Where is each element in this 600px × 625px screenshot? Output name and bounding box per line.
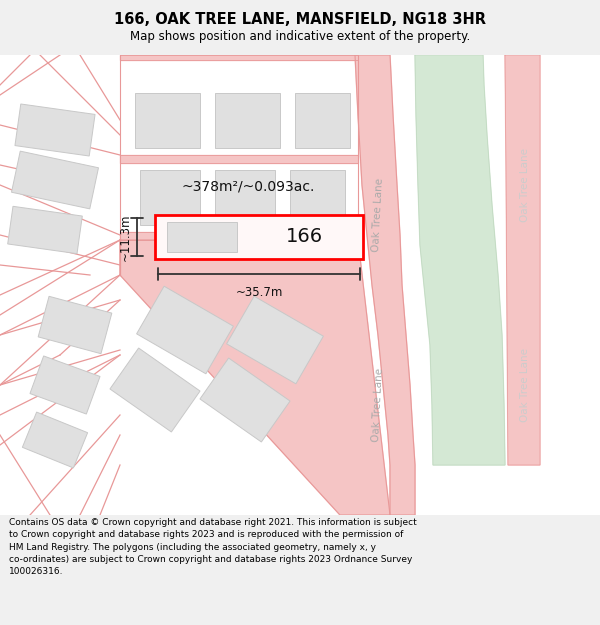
Bar — [167, 222, 237, 252]
Bar — [295, 93, 350, 148]
Text: Map shows position and indicative extent of the property.: Map shows position and indicative extent… — [130, 30, 470, 43]
Polygon shape — [120, 155, 358, 163]
Polygon shape — [120, 232, 358, 240]
Text: Oak Tree Lane: Oak Tree Lane — [520, 148, 530, 222]
Bar — [290, 170, 345, 225]
Bar — [215, 93, 280, 148]
Text: 166: 166 — [286, 228, 323, 246]
Polygon shape — [38, 296, 112, 354]
Text: ~378m²/~0.093ac.: ~378m²/~0.093ac. — [182, 180, 315, 194]
Text: Oak Tree Lane: Oak Tree Lane — [371, 177, 385, 252]
Polygon shape — [120, 240, 390, 515]
Text: Contains OS data © Crown copyright and database right 2021. This information is : Contains OS data © Crown copyright and d… — [9, 518, 417, 576]
Polygon shape — [355, 55, 415, 515]
Polygon shape — [137, 286, 233, 374]
Polygon shape — [30, 356, 100, 414]
Bar — [155, 215, 363, 259]
Polygon shape — [11, 151, 98, 209]
Polygon shape — [200, 358, 290, 442]
Polygon shape — [22, 412, 88, 468]
Bar — [215, 170, 275, 225]
Polygon shape — [110, 348, 200, 432]
Text: ~35.7m: ~35.7m — [235, 286, 283, 299]
Text: Oak Tree Lane: Oak Tree Lane — [371, 368, 385, 442]
Polygon shape — [415, 55, 505, 465]
Text: ~11.3m: ~11.3m — [119, 213, 132, 261]
Text: 166, OAK TREE LANE, MANSFIELD, NG18 3HR: 166, OAK TREE LANE, MANSFIELD, NG18 3HR — [114, 12, 486, 27]
Bar — [140, 170, 200, 225]
Polygon shape — [505, 55, 540, 465]
Polygon shape — [120, 55, 358, 60]
Polygon shape — [15, 104, 95, 156]
Polygon shape — [227, 296, 323, 384]
Bar — [135, 93, 200, 148]
Polygon shape — [8, 206, 82, 254]
Text: Oak Tree Lane: Oak Tree Lane — [520, 348, 530, 422]
